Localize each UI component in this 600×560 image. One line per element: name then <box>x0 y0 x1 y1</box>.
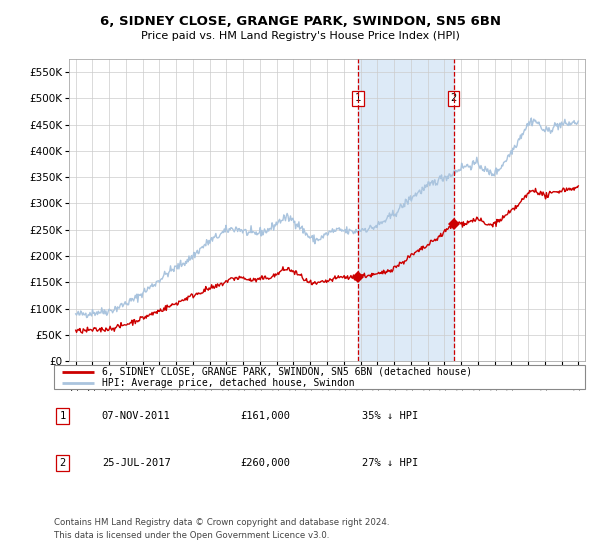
FancyBboxPatch shape <box>54 365 585 389</box>
Text: 1: 1 <box>59 410 65 421</box>
Text: 2: 2 <box>451 94 457 103</box>
Text: 27% ↓ HPI: 27% ↓ HPI <box>362 458 418 468</box>
Text: 1: 1 <box>355 94 361 103</box>
Text: HPI: Average price, detached house, Swindon: HPI: Average price, detached house, Swin… <box>102 378 355 388</box>
Text: 6, SIDNEY CLOSE, GRANGE PARK, SWINDON, SN5 6BN (detached house): 6, SIDNEY CLOSE, GRANGE PARK, SWINDON, S… <box>102 367 472 377</box>
Text: £161,000: £161,000 <box>240 410 290 421</box>
Text: 35% ↓ HPI: 35% ↓ HPI <box>362 410 418 421</box>
Bar <box>358 59 454 361</box>
Text: £260,000: £260,000 <box>240 458 290 468</box>
Text: 25-JUL-2017: 25-JUL-2017 <box>102 458 170 468</box>
Text: 07-NOV-2011: 07-NOV-2011 <box>102 410 170 421</box>
Text: 2: 2 <box>59 458 65 468</box>
Text: 6, SIDNEY CLOSE, GRANGE PARK, SWINDON, SN5 6BN: 6, SIDNEY CLOSE, GRANGE PARK, SWINDON, S… <box>100 15 500 28</box>
Text: Contains HM Land Registry data © Crown copyright and database right 2024.
This d: Contains HM Land Registry data © Crown c… <box>54 519 389 540</box>
Text: Price paid vs. HM Land Registry's House Price Index (HPI): Price paid vs. HM Land Registry's House … <box>140 31 460 41</box>
